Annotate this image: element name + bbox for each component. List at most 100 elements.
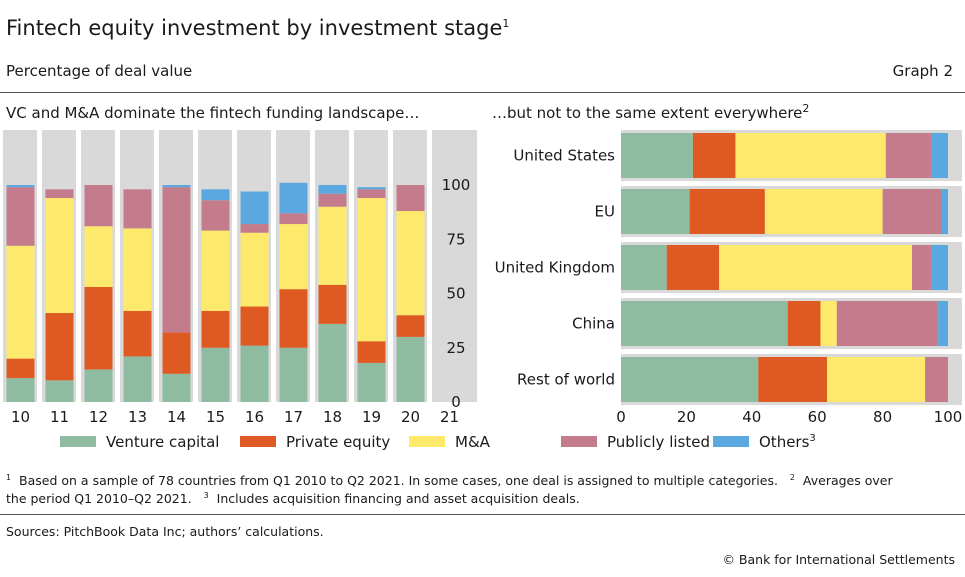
column-separator — [76, 130, 81, 402]
column-separator — [37, 130, 42, 402]
bar-segment-others — [938, 301, 948, 346]
bar-segment-ma — [279, 224, 308, 290]
bar-segment-private-equity — [666, 245, 720, 290]
top-rule — [0, 92, 965, 93]
bar-segment-venture-capital — [396, 336, 425, 402]
bar-segment-private-equity — [689, 189, 765, 234]
column-separator — [115, 130, 120, 402]
bar-segment-others — [6, 185, 35, 188]
bar-segment-publicly-listed — [201, 200, 230, 231]
bar-segment-venture-capital — [123, 356, 152, 402]
bar-segment-venture-capital — [6, 378, 35, 402]
x-tick-label: 10 — [11, 408, 30, 426]
bar-segment-venture-capital — [162, 373, 191, 402]
bar-segment-publicly-listed — [882, 189, 942, 234]
footnote-line-2: the period Q1 2010–Q2 2021. 3 Includes a… — [6, 490, 580, 506]
bar-segment-publicly-listed — [396, 185, 425, 212]
y-tick-label: 75 — [446, 230, 465, 248]
y-tick-label: 25 — [446, 339, 465, 357]
bar-segment-others — [357, 187, 386, 190]
column-separator — [271, 130, 276, 402]
bar-segment-others — [240, 191, 269, 225]
bar-segment-private-equity — [84, 286, 113, 370]
bar-segment-private-equity — [162, 332, 191, 374]
x-tick-label: 60 — [808, 408, 827, 426]
bar-segment-venture-capital — [201, 347, 230, 402]
bar-segment-private-equity — [279, 289, 308, 348]
subtitle: Percentage of deal value — [6, 62, 193, 80]
bar-segment-private-equity — [45, 313, 74, 381]
bar-segment-venture-capital — [240, 345, 269, 402]
bar-segment-ma — [357, 198, 386, 342]
bar-segment-private-equity — [240, 306, 269, 346]
bar-segment-publicly-listed — [6, 187, 35, 246]
category-label: United States — [513, 147, 615, 165]
x-tick-label: 100 — [934, 408, 963, 426]
bar-segment-ma — [123, 228, 152, 311]
column-separator — [310, 130, 315, 402]
x-tick-label: 18 — [323, 408, 342, 426]
bar-segment-private-equity — [758, 357, 828, 402]
right-panel-title: …but not to the same extent everywhere2 — [492, 102, 810, 122]
charts-canvas: 10 11 12 13 14 15 16 17 18 19 20 210255075100United… — [3, 130, 963, 426]
bar-segment-others — [931, 245, 948, 290]
bar-segment-venture-capital — [45, 380, 74, 402]
bar-segment-venture-capital — [357, 362, 386, 402]
x-tick-label: 12 — [89, 408, 108, 426]
page-title: Fintech equity investment by investment … — [6, 16, 510, 40]
x-tick-label: 0 — [616, 408, 626, 426]
bar-segment-publicly-listed — [357, 189, 386, 199]
sources-note: Sources: PitchBook Data Inc; authors’ ca… — [6, 524, 324, 539]
x-tick-label: 15 — [206, 408, 225, 426]
legend-swatch — [713, 436, 749, 447]
bar-segment-ma — [318, 206, 347, 285]
bar-segment-publicly-listed — [925, 357, 948, 402]
x-tick-label: 13 — [128, 408, 147, 426]
x-tick-label: 80 — [873, 408, 892, 426]
x-tick-label: 40 — [742, 408, 761, 426]
bar-segment-ma — [84, 226, 113, 287]
bar-segment-private-equity — [318, 284, 347, 324]
bar-segment-publicly-listed — [836, 301, 939, 346]
legend-swatch — [409, 436, 445, 447]
legend-item-publicly-listed: Publicly listed — [561, 433, 710, 451]
category-label: United Kingdom — [495, 259, 615, 277]
bar-segment-venture-capital — [621, 357, 759, 402]
column-separator — [388, 130, 393, 402]
bar-segment-publicly-listed — [45, 189, 74, 199]
bar-segment-private-equity — [201, 310, 230, 348]
y-tick-label: 50 — [446, 285, 465, 303]
bar-segment-private-equity — [357, 341, 386, 363]
bar-segment-publicly-listed — [279, 213, 308, 225]
footer-rule — [0, 514, 965, 515]
legend-label: Others — [759, 433, 810, 451]
bar-segment-others — [941, 189, 948, 234]
x-tick-label: 17 — [284, 408, 303, 426]
column-separator — [427, 130, 432, 402]
column-separator — [154, 130, 159, 402]
column-separator — [232, 130, 237, 402]
bar-segment-venture-capital — [621, 301, 788, 346]
bar-segment-publicly-listed — [912, 245, 932, 290]
x-tick-label: 14 — [167, 408, 186, 426]
legend-note: 3 — [809, 433, 816, 444]
bar-segment-venture-capital — [84, 369, 113, 402]
bar-segment-publicly-listed — [123, 189, 152, 229]
graph-label: Graph 2 — [892, 62, 953, 80]
bar-segment-private-equity — [123, 310, 152, 357]
column-separator — [349, 130, 354, 402]
legend-label: Private equity — [286, 433, 391, 451]
category-label: China — [572, 315, 615, 333]
legend-label: M&A — [455, 433, 490, 451]
bar-segment-ma — [396, 211, 425, 316]
legend-swatch — [240, 436, 276, 447]
legend-item-private-equity: Private equity — [240, 433, 390, 451]
left-panel-title: VC and M&A dominate the fintech funding … — [6, 104, 420, 122]
bar-segment-others — [931, 133, 948, 178]
y-tick-label: 0 — [451, 393, 461, 411]
bar-segment-publicly-listed — [240, 224, 269, 233]
x-tick-label: 20 — [677, 408, 696, 426]
y-axis-area — [433, 130, 477, 402]
bar-segment-private-equity — [787, 301, 821, 346]
bar-segment-ma — [735, 133, 886, 178]
